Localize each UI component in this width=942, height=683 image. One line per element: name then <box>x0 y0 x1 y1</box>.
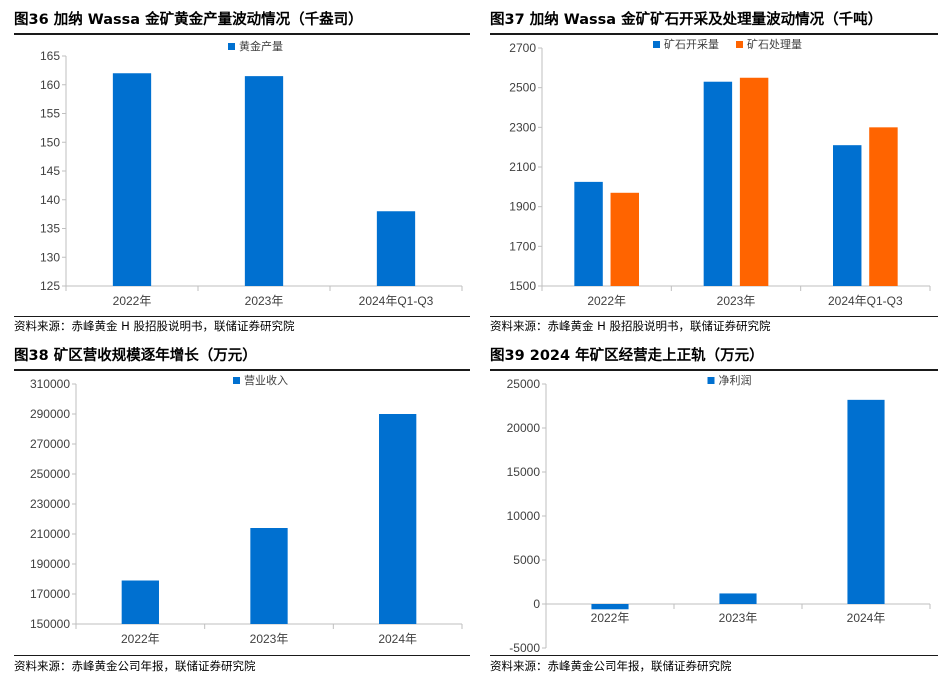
y-tick-label: 20000 <box>507 421 541 435</box>
bar <box>244 76 284 286</box>
x-tick-label: 2023年 <box>717 294 756 308</box>
y-tick-label: 150 <box>40 135 60 149</box>
legend-swatch <box>653 41 660 48</box>
y-tick-label: 250000 <box>30 467 70 481</box>
chart-38-plot: 150000 170000 190000 210000 230000 250000 2700… <box>30 373 463 646</box>
bar <box>703 81 733 286</box>
bar <box>847 399 885 604</box>
bar <box>250 528 288 624</box>
y-tick-label: 0 <box>533 597 540 611</box>
chart-37-plot: 1500 1700 1900 2100 2300 2500 2700 2022年 2023年 20… <box>509 38 931 308</box>
chart-panel-39: 图39 2024 年矿区经营走上正轨（万元） -5000 0 5000 10000 15… <box>490 340 938 680</box>
y-tick-label: 160 <box>40 78 60 92</box>
legend-label: 净利润 <box>719 373 752 387</box>
x-tick-label: 2024年Q1-Q3 <box>359 294 434 308</box>
legend-label: 矿石开采量 <box>664 38 719 51</box>
bar <box>379 414 417 624</box>
y-tick-label: 310000 <box>30 377 70 391</box>
source-rule <box>14 655 470 656</box>
chart-panel-38: 图38 矿区营收规模逐年增长（万元） 150000 170000 190000 210… <box>14 340 470 680</box>
bar <box>610 192 639 286</box>
title-rule <box>14 33 470 35</box>
chart-panel-36: 图36 加纳 Wassa 金矿黄金产量波动情况（千盎司） 125 130 135 14… <box>14 4 470 334</box>
chart-title: 图38 矿区营收规模逐年增长（万元） <box>14 348 257 364</box>
y-tick-label: 25000 <box>507 377 541 391</box>
y-tick-label: 1900 <box>509 200 536 214</box>
y-tick-label: 210000 <box>30 527 70 541</box>
source-note: 资料来源：赤峰黄金公司年报，联储证券研究院 <box>490 659 732 673</box>
chart-title: 图39 2024 年矿区经营走上正轨（万元） <box>490 348 764 364</box>
x-tick-label: 2024年 <box>847 611 886 625</box>
title-rule <box>490 369 938 371</box>
bar <box>376 211 416 286</box>
source-note: 资料来源：赤峰黄金公司年报，联储证券研究院 <box>14 659 256 673</box>
y-tick-label: 170000 <box>30 587 70 601</box>
title-rule <box>490 33 938 35</box>
chart-39-plot: -5000 0 5000 10000 15000 20000 25000 2022年 2023年… <box>507 373 931 655</box>
chart-title: 图36 加纳 Wassa 金矿黄金产量波动情况（千盎司） <box>14 12 363 28</box>
x-tick-label: 2023年 <box>719 611 758 625</box>
bar <box>869 127 898 286</box>
chart-36-plot: 125 130 135 140 145 150 155 160 165 2022年 2023年 202… <box>40 39 463 308</box>
legend-swatch <box>707 377 715 384</box>
legend-swatch <box>736 41 743 48</box>
title-rule <box>14 369 470 371</box>
y-tick-label: 135 <box>40 222 60 236</box>
y-tick-label: 290000 <box>30 407 70 421</box>
y-tick-label: 190000 <box>30 557 70 571</box>
bar <box>719 593 757 604</box>
y-tick-label: 1700 <box>509 239 536 253</box>
legend-label: 黄金产量 <box>239 39 283 53</box>
y-tick-label: 270000 <box>30 437 70 451</box>
bar <box>833 145 862 286</box>
y-tick-label: 130 <box>40 250 60 264</box>
bar <box>739 77 769 286</box>
y-tick-label: 165 <box>40 49 60 63</box>
x-tick-label: 2022年 <box>591 611 630 625</box>
y-tick-label: 15000 <box>507 465 541 479</box>
legend-swatch <box>233 377 240 384</box>
y-tick-label: 155 <box>40 107 60 121</box>
y-tick-label: 150000 <box>30 617 70 631</box>
y-tick-label: 2300 <box>509 120 536 134</box>
bar <box>112 73 152 286</box>
source-note: 资料来源：赤峰黄金 H 股招股说明书，联储证券研究院 <box>490 319 771 333</box>
x-tick-label: 2024年Q1-Q3 <box>828 294 903 308</box>
x-tick-label: 2024年 <box>378 632 417 646</box>
y-tick-label: 2100 <box>509 160 536 174</box>
y-tick-label: 2500 <box>509 81 536 95</box>
y-tick-label: 5000 <box>513 553 540 567</box>
y-tick-label: -5000 <box>509 641 540 655</box>
y-tick-label: 1500 <box>509 279 536 293</box>
x-tick-label: 2022年 <box>587 294 626 308</box>
source-rule <box>14 316 470 317</box>
legend-swatch <box>228 43 235 50</box>
y-tick-label: 230000 <box>30 497 70 511</box>
y-tick-label: 10000 <box>507 509 541 523</box>
legend-label: 矿石处理量 <box>747 38 802 51</box>
legend-label: 营业收入 <box>244 373 288 387</box>
x-tick-label: 2023年 <box>245 294 284 308</box>
x-tick-label: 2023年 <box>250 632 289 646</box>
y-tick-label: 145 <box>40 164 60 178</box>
bar <box>591 604 629 610</box>
x-tick-label: 2022年 <box>113 294 152 308</box>
y-tick-label: 125 <box>40 279 60 293</box>
bar <box>574 181 603 286</box>
bar <box>121 580 159 624</box>
y-tick-label: 140 <box>40 193 60 207</box>
source-note: 资料来源：赤峰黄金 H 股招股说明书，联储证券研究院 <box>14 319 295 333</box>
y-tick-label: 2700 <box>509 41 536 55</box>
chart-title: 图37 加纳 Wassa 金矿矿石开采及处理量波动情况（千吨） <box>490 12 883 28</box>
chart-panel-37: 图37 加纳 Wassa 金矿矿石开采及处理量波动情况（千吨） 1500 1700… <box>490 4 938 334</box>
source-rule <box>490 316 938 317</box>
x-tick-label: 2022年 <box>121 632 160 646</box>
source-rule <box>490 655 938 656</box>
